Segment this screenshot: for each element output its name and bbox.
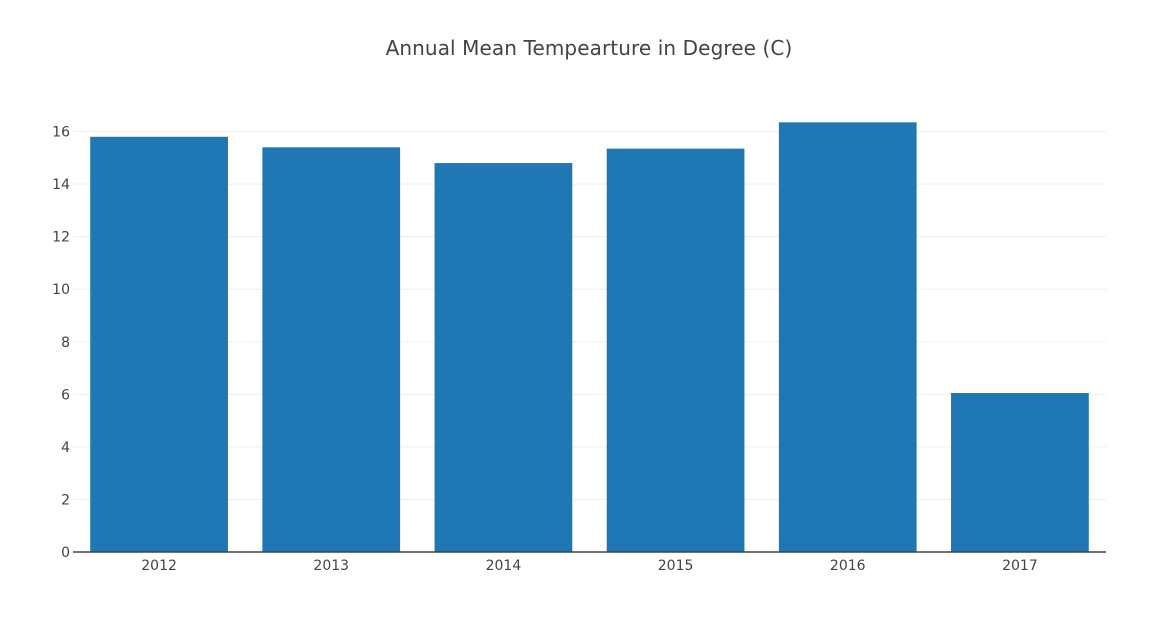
y-tick-label: 10 bbox=[52, 282, 70, 298]
x-tick-label: 2016 bbox=[830, 558, 866, 574]
x-tick-label: 2015 bbox=[658, 558, 694, 574]
x-tick-label: 2012 bbox=[141, 558, 177, 574]
y-tick-label: 14 bbox=[52, 177, 70, 193]
gridlines bbox=[73, 131, 1106, 500]
x-tick-label: 2013 bbox=[313, 558, 349, 574]
y-tick-label: 16 bbox=[52, 125, 70, 141]
bar-2014[interactable] bbox=[434, 163, 573, 552]
chart-title: Annual Mean Tempearture in Degree (C) bbox=[385, 36, 793, 60]
y-tick-label: 0 bbox=[61, 545, 70, 561]
y-tick-label: 4 bbox=[61, 440, 70, 456]
bar-2016[interactable] bbox=[778, 122, 917, 552]
y-tick-label: 12 bbox=[52, 230, 70, 246]
y-tick-label: 6 bbox=[61, 387, 70, 403]
bar-2012[interactable] bbox=[90, 136, 228, 552]
axes: 0 2 4 6 8 10 12 14 16 2012 2013 2014 2015 2016 2017 bbox=[52, 125, 1106, 574]
bar-2017[interactable] bbox=[951, 393, 1089, 552]
bar-2015[interactable] bbox=[606, 148, 745, 552]
bar-2013[interactable] bbox=[262, 147, 401, 553]
x-tick-label: 2017 bbox=[1002, 558, 1038, 574]
y-tick-label: 8 bbox=[61, 335, 70, 351]
bars bbox=[90, 122, 1089, 553]
x-tick-label: 2014 bbox=[486, 558, 522, 574]
y-tick-label: 2 bbox=[61, 492, 70, 508]
